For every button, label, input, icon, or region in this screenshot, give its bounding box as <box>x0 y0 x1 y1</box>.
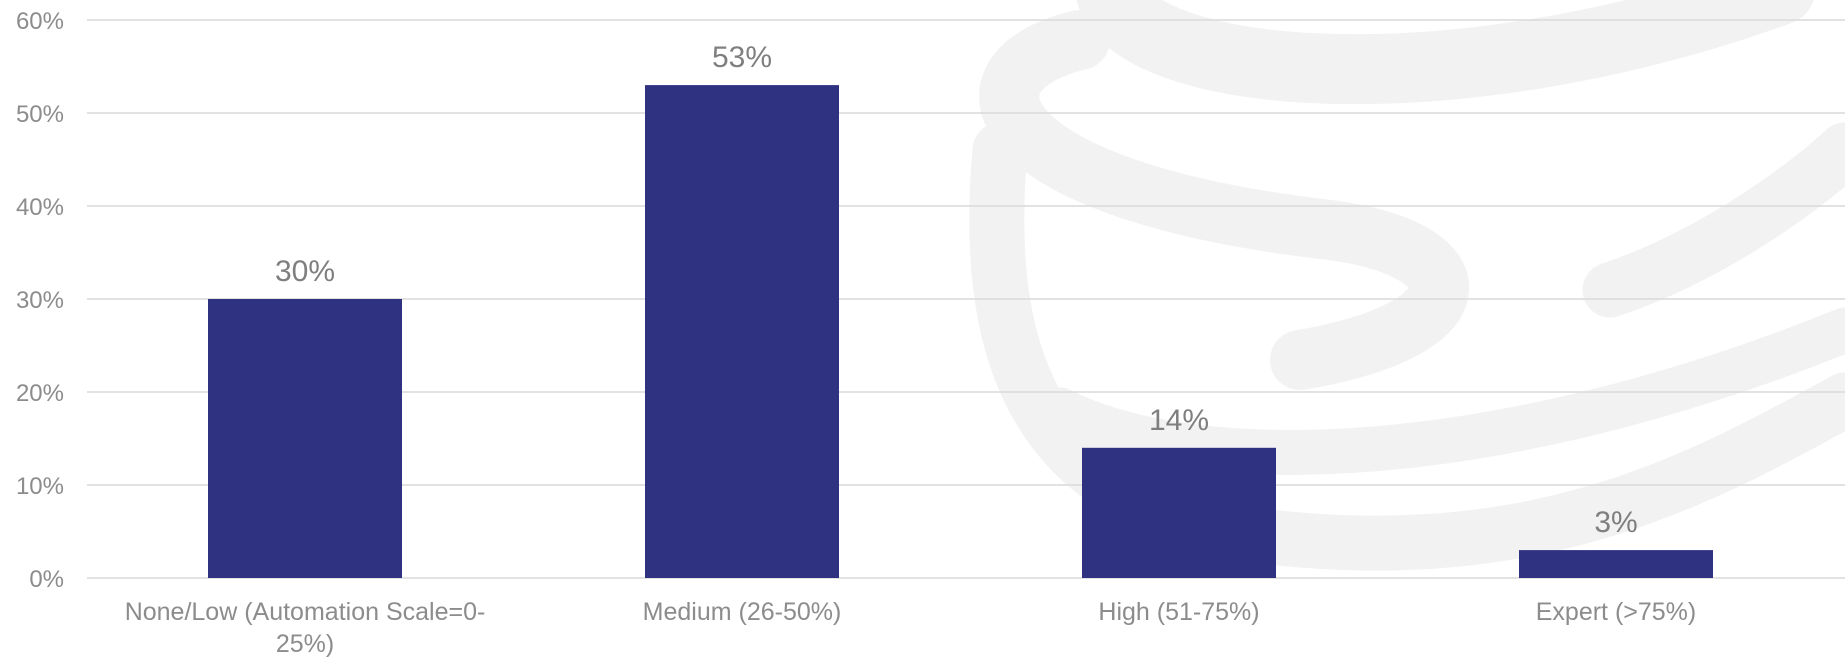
data-label: 3% <box>1594 506 1637 539</box>
background-watermark <box>969 0 1845 571</box>
y-tick-label: 50% <box>16 101 64 128</box>
bars <box>208 85 1713 578</box>
y-tick-label: 60% <box>16 8 64 35</box>
y-tick-label: 40% <box>16 194 64 221</box>
y-tick-label: 20% <box>16 380 64 407</box>
y-tick-label: 30% <box>16 287 64 314</box>
bar <box>1519 550 1713 578</box>
data-labels: 30% 53% 14% 3% <box>275 41 1638 539</box>
x-category-label: None/Low (Automation Scale=0- <box>125 598 486 626</box>
x-category-label: High (51-75%) <box>1098 598 1259 626</box>
data-label: 30% <box>275 255 335 288</box>
x-axis-categories: None/Low (Automation Scale=0- 25%) Medium … <box>125 598 1697 658</box>
bar <box>645 85 839 578</box>
x-category-label: 25%) <box>276 630 334 658</box>
x-category-label: Expert (>75%) <box>1536 598 1697 626</box>
bar <box>1082 447 1276 578</box>
y-tick-label: 0% <box>29 566 64 593</box>
data-label: 53% <box>712 41 772 74</box>
y-axis-ticks: 0% 10% 20% 30% 40% 50% 60% <box>16 8 64 593</box>
x-category-label: Medium (26-50%) <box>643 598 842 626</box>
bar <box>208 299 402 578</box>
y-tick-label: 10% <box>16 473 64 500</box>
data-label: 14% <box>1149 404 1209 437</box>
